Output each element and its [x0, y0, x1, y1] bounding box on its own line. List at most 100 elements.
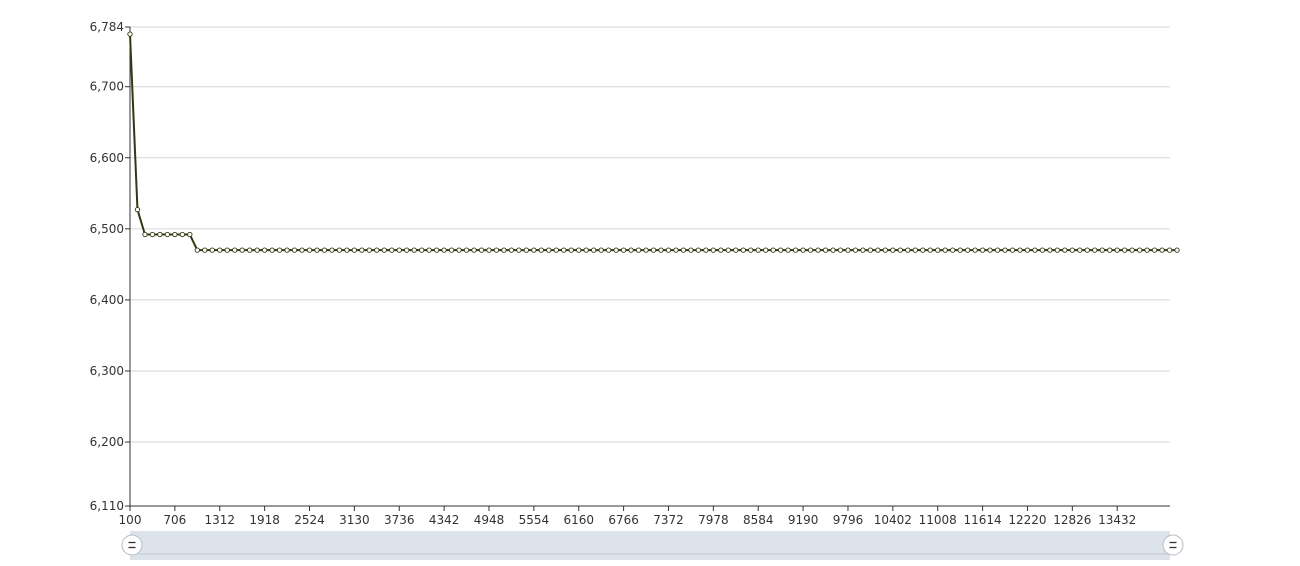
data-point[interactable]: [314, 247, 320, 253]
data-point[interactable]: [785, 247, 791, 253]
data-point[interactable]: [164, 231, 171, 238]
data-point[interactable]: [994, 247, 1001, 253]
data-point[interactable]: [217, 247, 223, 253]
data-point[interactable]: [860, 247, 866, 253]
data-point[interactable]: [127, 31, 133, 37]
data-point[interactable]: [897, 247, 903, 253]
data-point[interactable]: [972, 247, 978, 253]
data-point[interactable]: [987, 247, 993, 253]
data-point[interactable]: [568, 247, 574, 253]
data-point[interactable]: [1054, 247, 1061, 253]
data-point[interactable]: [561, 247, 567, 253]
range-slider-track[interactable]: [130, 531, 1170, 560]
data-point[interactable]: [628, 247, 634, 253]
data-point[interactable]: [964, 247, 971, 253]
data-point[interactable]: [456, 247, 462, 253]
data-point[interactable]: [875, 247, 881, 253]
data-point[interactable]: [344, 247, 350, 253]
data-point[interactable]: [822, 247, 829, 253]
data-point[interactable]: [463, 247, 470, 253]
data-point[interactable]: [605, 247, 612, 253]
data-point[interactable]: [598, 247, 604, 253]
data-point[interactable]: [232, 247, 238, 253]
data-point[interactable]: [950, 247, 956, 253]
slider-handle-circle[interactable]: [121, 534, 143, 556]
data-point[interactable]: [261, 247, 268, 253]
data-point[interactable]: [254, 247, 260, 253]
data-point[interactable]: [792, 247, 799, 253]
data-point[interactable]: [725, 247, 731, 253]
data-point[interactable]: [202, 247, 208, 253]
data-point[interactable]: [269, 247, 275, 253]
data-point[interactable]: [239, 247, 245, 253]
data-point[interactable]: [448, 247, 455, 253]
data-point[interactable]: [635, 247, 642, 253]
data-point[interactable]: [134, 206, 141, 213]
data-point[interactable]: [807, 247, 814, 253]
data-point[interactable]: [688, 247, 694, 253]
data-point[interactable]: [411, 247, 417, 253]
data-point[interactable]: [351, 247, 358, 253]
data-point[interactable]: [224, 247, 230, 253]
data-point[interactable]: [553, 247, 559, 253]
data-point[interactable]: [172, 231, 178, 238]
data-point[interactable]: [336, 247, 343, 253]
data-point[interactable]: [433, 247, 440, 253]
data-point[interactable]: [770, 247, 776, 253]
data-point[interactable]: [531, 247, 537, 253]
data-point[interactable]: [852, 247, 859, 253]
data-point[interactable]: [733, 247, 739, 253]
data-point[interactable]: [1032, 247, 1038, 253]
data-point[interactable]: [1017, 247, 1023, 253]
data-point[interactable]: [748, 247, 754, 253]
data-point[interactable]: [1129, 247, 1135, 253]
data-point[interactable]: [845, 247, 851, 253]
range-slider-right-handle[interactable]: [1162, 534, 1184, 556]
data-point[interactable]: [1174, 247, 1180, 253]
data-point[interactable]: [718, 247, 724, 253]
data-point[interactable]: [493, 247, 500, 253]
data-point[interactable]: [1114, 247, 1120, 253]
data-point[interactable]: [695, 247, 702, 253]
data-point[interactable]: [830, 247, 836, 253]
data-point[interactable]: [740, 247, 746, 253]
data-point[interactable]: [912, 247, 918, 253]
data-point[interactable]: [942, 247, 948, 253]
data-point[interactable]: [209, 247, 215, 253]
data-point[interactable]: [658, 247, 664, 253]
data-point[interactable]: [471, 247, 477, 253]
data-point[interactable]: [1092, 247, 1098, 253]
data-point[interactable]: [703, 247, 709, 253]
data-point[interactable]: [157, 231, 163, 238]
data-point[interactable]: [1136, 247, 1143, 253]
data-point[interactable]: [1166, 247, 1173, 253]
data-point[interactable]: [763, 247, 769, 253]
data-point[interactable]: [1077, 247, 1083, 253]
data-point[interactable]: [665, 247, 672, 253]
data-point[interactable]: [1039, 247, 1046, 253]
data-point[interactable]: [643, 247, 649, 253]
data-point[interactable]: [187, 231, 193, 238]
data-point[interactable]: [1024, 247, 1031, 253]
data-point[interactable]: [837, 247, 844, 253]
data-point[interactable]: [1069, 247, 1075, 253]
data-point[interactable]: [815, 247, 821, 253]
data-point[interactable]: [673, 247, 679, 253]
data-point[interactable]: [247, 247, 253, 253]
data-point[interactable]: [867, 247, 874, 253]
range-slider-left-handle[interactable]: [121, 534, 143, 556]
data-point[interactable]: [321, 247, 328, 253]
data-point[interactable]: [276, 247, 283, 253]
data-point[interactable]: [284, 247, 290, 253]
data-point[interactable]: [374, 247, 380, 253]
data-point[interactable]: [680, 247, 687, 253]
data-point[interactable]: [1144, 247, 1150, 253]
data-point[interactable]: [650, 247, 657, 253]
data-point[interactable]: [620, 247, 627, 253]
data-point[interactable]: [389, 247, 395, 253]
data-point[interactable]: [1009, 247, 1016, 253]
data-point[interactable]: [306, 247, 313, 253]
data-point[interactable]: [800, 247, 806, 253]
data-point[interactable]: [755, 247, 761, 253]
data-point[interactable]: [778, 247, 784, 253]
